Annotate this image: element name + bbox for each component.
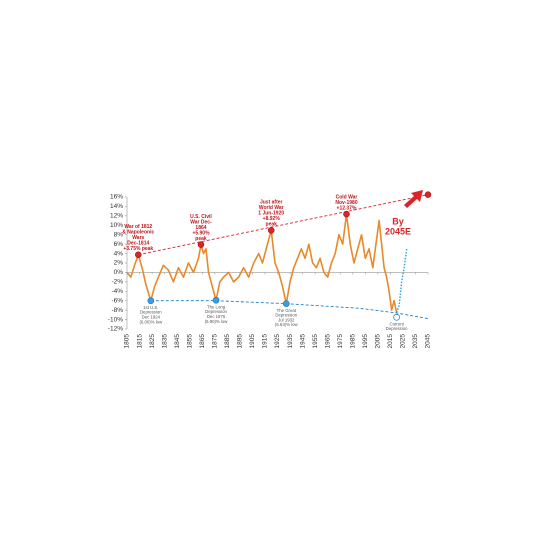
annotation: Depression: [140, 310, 162, 315]
annotation: 1864: [195, 225, 206, 231]
x-tick-label: 1925: [274, 334, 281, 349]
annotation: Just after: [260, 200, 283, 206]
annotation: 1 Jun-1920: [258, 211, 284, 217]
annotation: +3.75% peak: [123, 246, 153, 252]
x-tick-label: 2005: [375, 334, 382, 349]
annotation: Dec 1876: [207, 314, 226, 319]
annotation: War Dec-: [190, 219, 212, 225]
x-tick-label: 1865: [199, 334, 206, 349]
y-tick-label: 10%: [110, 222, 123, 229]
x-tick-label: 1955: [312, 334, 319, 349]
x-tick-label: 1975: [337, 334, 344, 349]
annotation: (6.00)% low: [139, 319, 163, 324]
x-tick-label: 1985: [349, 334, 356, 349]
x-tick-label: 1825: [149, 334, 156, 349]
peak-marker: [197, 241, 205, 248]
callout-text: By: [392, 216, 404, 226]
peak-marker: [267, 227, 275, 234]
x-tick-label: 1915: [262, 334, 269, 349]
x-tick-label: 2035: [412, 334, 419, 349]
y-tick-label: 16%: [110, 194, 123, 201]
y-tick-label: -4%: [111, 288, 123, 295]
y-tick-label: -6%: [111, 297, 123, 304]
y-tick-label: 14%: [110, 203, 123, 210]
annotation: +12.37%: [337, 205, 357, 211]
y-tick-label: -8%: [111, 307, 123, 314]
y-tick-label: 6%: [114, 241, 124, 248]
annotation: Nov-1980: [335, 200, 357, 206]
annotation: The Long: [207, 304, 226, 309]
x-tick-label: 1855: [186, 334, 193, 349]
annotation: +5.90%: [192, 230, 210, 236]
x-tick-label: 1935: [287, 334, 294, 349]
x-tick-label: 1805: [124, 334, 131, 349]
annotation: Depression: [205, 309, 227, 314]
trough-marker: [282, 300, 290, 308]
series-line: [126, 213, 398, 313]
y-tick-label: -12%: [108, 326, 123, 333]
y-tick-label: 12%: [110, 213, 123, 220]
series-line: [150, 300, 429, 320]
y-tick-label: 4%: [114, 250, 124, 257]
x-tick-label: 2025: [400, 334, 407, 349]
series-line: [395, 248, 408, 313]
annotation: Cold War: [336, 194, 358, 200]
y-tick-label: 0%: [114, 269, 124, 276]
annotation: World War: [259, 205, 284, 211]
x-tick-label: 1875: [212, 334, 219, 349]
y-tick-label: -10%: [108, 316, 123, 323]
x-tick-label: 1995: [362, 334, 369, 349]
annotation: Current: [389, 321, 404, 326]
callout-arrow: [404, 190, 423, 208]
annotation: War of 1812: [124, 224, 152, 230]
callout-text: 2045E: [385, 226, 411, 236]
peak-marker: [343, 210, 350, 218]
annotation: Depression: [275, 313, 297, 318]
trough-marker: [147, 297, 155, 305]
annotation: Jul 1932: [278, 317, 295, 322]
annotation: The Great: [277, 308, 297, 313]
x-tick-label: 1845: [174, 334, 181, 349]
x-tick-label: 1945: [299, 334, 306, 349]
annotation: & Napoleonic: [122, 230, 154, 236]
annotation: U.S. Civil: [190, 214, 212, 220]
x-tick-label: 1885: [224, 334, 231, 349]
annotation: 1st U.S.: [143, 305, 158, 310]
x-tick-label: 2015: [387, 334, 394, 349]
annotation: +8.92%: [263, 216, 281, 222]
annotation: Dec-1814: [127, 241, 149, 247]
annotation: Depression: [386, 326, 408, 331]
trough-marker: [212, 296, 220, 304]
peak-marker: [424, 191, 432, 198]
x-tick-label: 1905: [249, 334, 256, 349]
x-tick-label: 1895: [237, 334, 244, 349]
peak-marker: [135, 251, 142, 258]
series-line: [138, 194, 429, 256]
trough-marker: [393, 313, 400, 321]
y-tick-label: 8%: [114, 231, 124, 238]
annotation: (6.63)% low: [275, 322, 299, 327]
annotation: Wars: [132, 235, 144, 241]
annotation: Dec 1824: [142, 314, 161, 319]
x-tick-label: 1835: [161, 334, 168, 349]
annotation: (5.90)% low: [205, 319, 229, 324]
x-tick-label: 1815: [136, 334, 143, 349]
y-tick-label: -2%: [111, 279, 123, 286]
annotation: peak: [195, 236, 207, 242]
x-tick-label: 2045: [425, 334, 432, 349]
annotation: peak: [266, 222, 278, 228]
x-tick-label: 1965: [324, 334, 331, 349]
y-tick-label: 2%: [114, 260, 124, 267]
